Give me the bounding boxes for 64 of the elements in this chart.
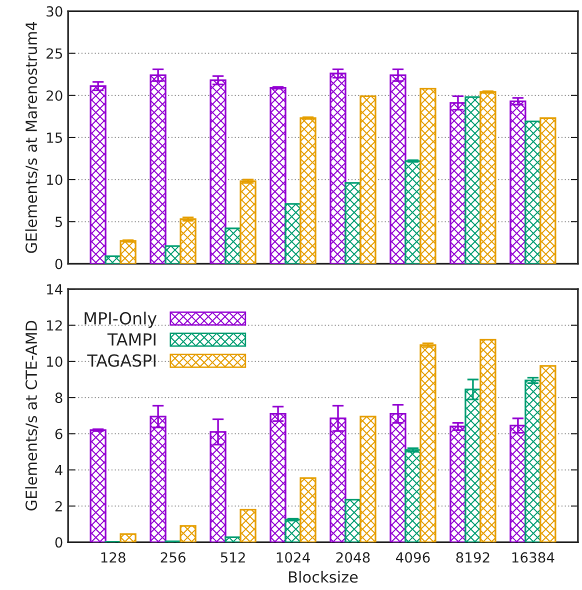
bar: [404, 449, 422, 542]
y-axis-title: GElements/s at Marenostrum4: [25, 22, 38, 253]
bar: [330, 72, 346, 264]
bar: [464, 96, 482, 264]
bar: [404, 160, 422, 264]
bar: [540, 117, 556, 264]
x-tick-label: 8192: [456, 552, 490, 563]
bar: [420, 344, 436, 542]
bar: [360, 95, 376, 264]
bar: [180, 525, 196, 542]
legend-label: TAGASPI: [87, 354, 156, 367]
x-tick-label: 128: [101, 552, 126, 563]
bar: [540, 365, 556, 542]
y-tick-label: 15: [47, 132, 62, 143]
bar: [150, 74, 166, 264]
bar: [284, 203, 302, 264]
bar: [240, 508, 256, 542]
x-tick-label: 16384: [512, 552, 554, 563]
bar: [344, 182, 362, 264]
bar: [180, 218, 196, 264]
bar: [270, 86, 286, 264]
x-tick-label: 512: [220, 552, 245, 563]
bar: [480, 338, 496, 542]
bar: [210, 79, 226, 264]
x-axis-title: Blocksize: [289, 570, 358, 583]
y-tick-label: 14: [47, 284, 62, 294]
y-tick-label: 8: [55, 392, 62, 404]
bar: [120, 533, 136, 542]
bar: [300, 117, 316, 264]
y-axis-title: GElements/s at CTE-AMD: [25, 320, 38, 511]
legend-label: MPI-Only: [84, 312, 157, 328]
y-tick-label: 12: [47, 320, 62, 331]
bar: [390, 74, 406, 264]
bar: [164, 245, 182, 264]
bar: [240, 180, 256, 264]
x-tick-label: 1024: [276, 552, 310, 563]
bar: [524, 380, 542, 542]
bar: [360, 416, 376, 542]
y-tick-label: 10: [47, 356, 62, 367]
y-tick-label: 6: [55, 428, 62, 440]
y-tick-label: 30: [46, 6, 62, 17]
bar: [524, 120, 542, 264]
y-tick-label: 0: [55, 258, 62, 270]
bar: [120, 240, 136, 264]
y-tick-label: 25: [46, 48, 62, 59]
y-tick-label: 4: [55, 465, 62, 476]
x-tick-label: 2048: [336, 552, 370, 563]
bar: [90, 85, 106, 264]
y-tick-label: 2: [55, 501, 62, 512]
bar: [300, 477, 316, 542]
y-tick-label: 5: [55, 216, 62, 228]
legend-label: TAMPI: [107, 333, 156, 346]
y-tick-label: 10: [47, 174, 62, 186]
bar: [344, 498, 362, 542]
x-tick-label: 256: [160, 552, 186, 563]
bar: [224, 228, 242, 264]
y-tick-label: 20: [46, 90, 62, 101]
y-tick-label: 0: [55, 537, 62, 548]
bar: [510, 100, 526, 264]
bar: [90, 429, 106, 542]
bar: [480, 91, 496, 264]
bar: [420, 88, 436, 264]
bar: [450, 426, 466, 542]
x-tick-label: 4096: [396, 552, 430, 563]
